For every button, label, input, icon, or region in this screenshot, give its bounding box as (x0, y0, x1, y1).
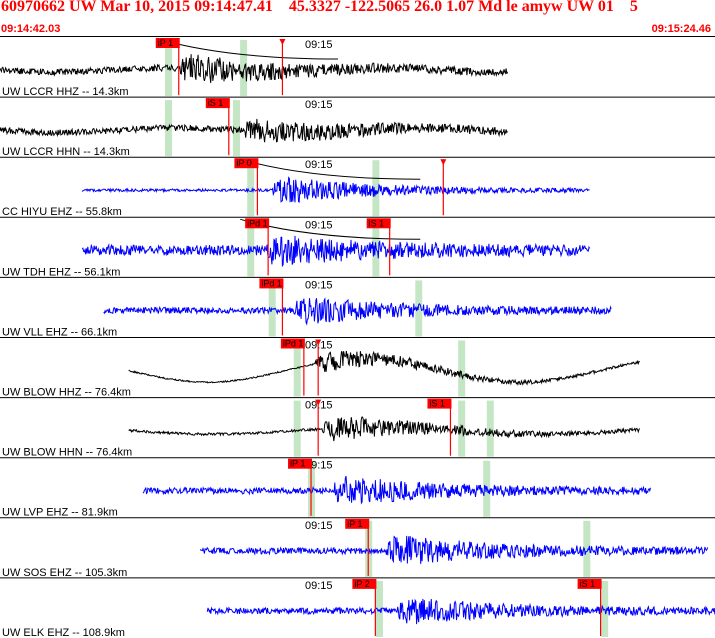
pick-label: iP 2 (354, 579, 369, 589)
time-marker-label: 09:15 (305, 580, 333, 592)
trace-panel[interactable]: 09:15 iPd 1 UW VLL EHZ -- 66.1km (0, 276, 715, 338)
time-marker-label: 09:15 (305, 39, 333, 51)
waveform-trace (128, 416, 641, 442)
pick-flag[interactable] (577, 578, 602, 589)
pick-marker[interactable] (440, 159, 447, 166)
channel-label: UW LCCR HHZ -- 14.3km (2, 86, 129, 98)
time-marker-label: 09:15 (305, 159, 333, 171)
trace-panel[interactable]: 09:15 iP 2 iS 1 UW ELK EHZ -- 108.9km (0, 577, 715, 638)
pick-label: iS 1 (208, 98, 224, 108)
pick-label: iP 1 (158, 38, 173, 48)
header-divider (0, 36, 715, 37)
pick-window (583, 520, 591, 577)
pick-window (415, 280, 423, 337)
trace-panel[interactable]: 09:15 iS 1 UW LCCR HHN -- 14.3km (0, 96, 715, 158)
pick-label: iPd 1 (261, 278, 282, 288)
channel-label: UW SOS EHZ -- 105.3km (2, 567, 127, 579)
channel-label: CC HIYU EHZ -- 55.8km (2, 206, 122, 218)
pick-marker[interactable] (279, 39, 286, 45)
pick-label: iP 0 (236, 158, 251, 168)
window-start-time: 09:14:42.03 (1, 23, 61, 35)
trace-panel[interactable]: 09:15 iP 1 UW LCCR HHZ -- 14.3km (0, 38, 508, 98)
waveform-trace (128, 350, 640, 387)
waveform-trace (81, 176, 590, 203)
pick-window (375, 580, 383, 637)
event-header: 60970662 UW Mar 10, 2015 09:14:47.41 45.… (1, 0, 638, 15)
pick-window (165, 40, 173, 97)
channel-label: UW VLL EHZ -- 66.1km (2, 326, 117, 338)
waveform-trace (0, 54, 508, 83)
pick-window (232, 100, 240, 157)
pick-flag[interactable] (259, 278, 284, 289)
pick-flag[interactable] (352, 578, 377, 589)
pick-label: iP 1 (347, 519, 362, 529)
channel-label: UW LCCR HHN -- 14.3km (2, 146, 130, 158)
pick-label: iS 1 (369, 218, 385, 228)
pick-label: iS 1 (429, 399, 445, 409)
pick-flag[interactable] (205, 98, 230, 109)
waveform-trace (81, 235, 591, 268)
pick-label: iS 1 (580, 579, 596, 589)
pick-window (240, 40, 248, 97)
pick-flag[interactable] (427, 398, 452, 409)
window-end-time: 09:15:24.46 (651, 23, 711, 35)
waveform-trace (199, 535, 709, 564)
pick-marker[interactable] (315, 339, 322, 346)
pick-label: iPd 1 (283, 339, 304, 349)
trace-panel[interactable]: 09:15 iPd 1 iS 1 UW TDH EHZ -- 56.1km (0, 216, 715, 278)
pick-flag[interactable] (234, 158, 259, 169)
pick-window (458, 340, 466, 397)
pick-flag[interactable] (280, 338, 305, 349)
time-marker-label: 09:15 (305, 99, 333, 111)
waveform-trace (206, 598, 715, 625)
pick-flag[interactable] (366, 218, 391, 229)
pick-window (293, 400, 301, 457)
channel-label: UW LVP EHZ -- 81.9km (2, 507, 118, 519)
channel-label: UW ELK EHZ -- 108.9km (2, 627, 125, 638)
pick-label: iPd 1 (247, 218, 268, 228)
trace-panel[interactable]: 09:15 iP 1 UW SOS EHZ -- 105.3km (0, 517, 715, 579)
channel-label: UW BLOW HHN -- 76.4km (2, 447, 132, 459)
channel-label: UW TDH EHZ -- 56.1km (2, 266, 120, 278)
pick-flag[interactable] (345, 518, 370, 529)
pick-marker[interactable] (315, 399, 322, 406)
pick-flag[interactable] (288, 458, 313, 469)
pick-flag[interactable] (245, 218, 270, 229)
waveform-trace (103, 297, 612, 326)
time-marker-label: 09:15 (305, 520, 333, 532)
waveform-trace (0, 118, 508, 143)
pick-label: iP 1 (290, 459, 305, 469)
pick-flag[interactable] (155, 38, 180, 48)
pick-window (372, 160, 380, 217)
waveform-trace (142, 475, 651, 505)
time-marker-label: 09:15 (305, 279, 333, 291)
trace-panel[interactable]: 09:15 iP 0 CC HIYU EHZ -- 55.8km (0, 156, 715, 218)
pick-window (247, 160, 255, 217)
channel-label: UW BLOW HHZ -- 76.4km (2, 387, 131, 399)
pick-window (458, 400, 466, 457)
time-marker-label: 09:15 (305, 219, 333, 231)
